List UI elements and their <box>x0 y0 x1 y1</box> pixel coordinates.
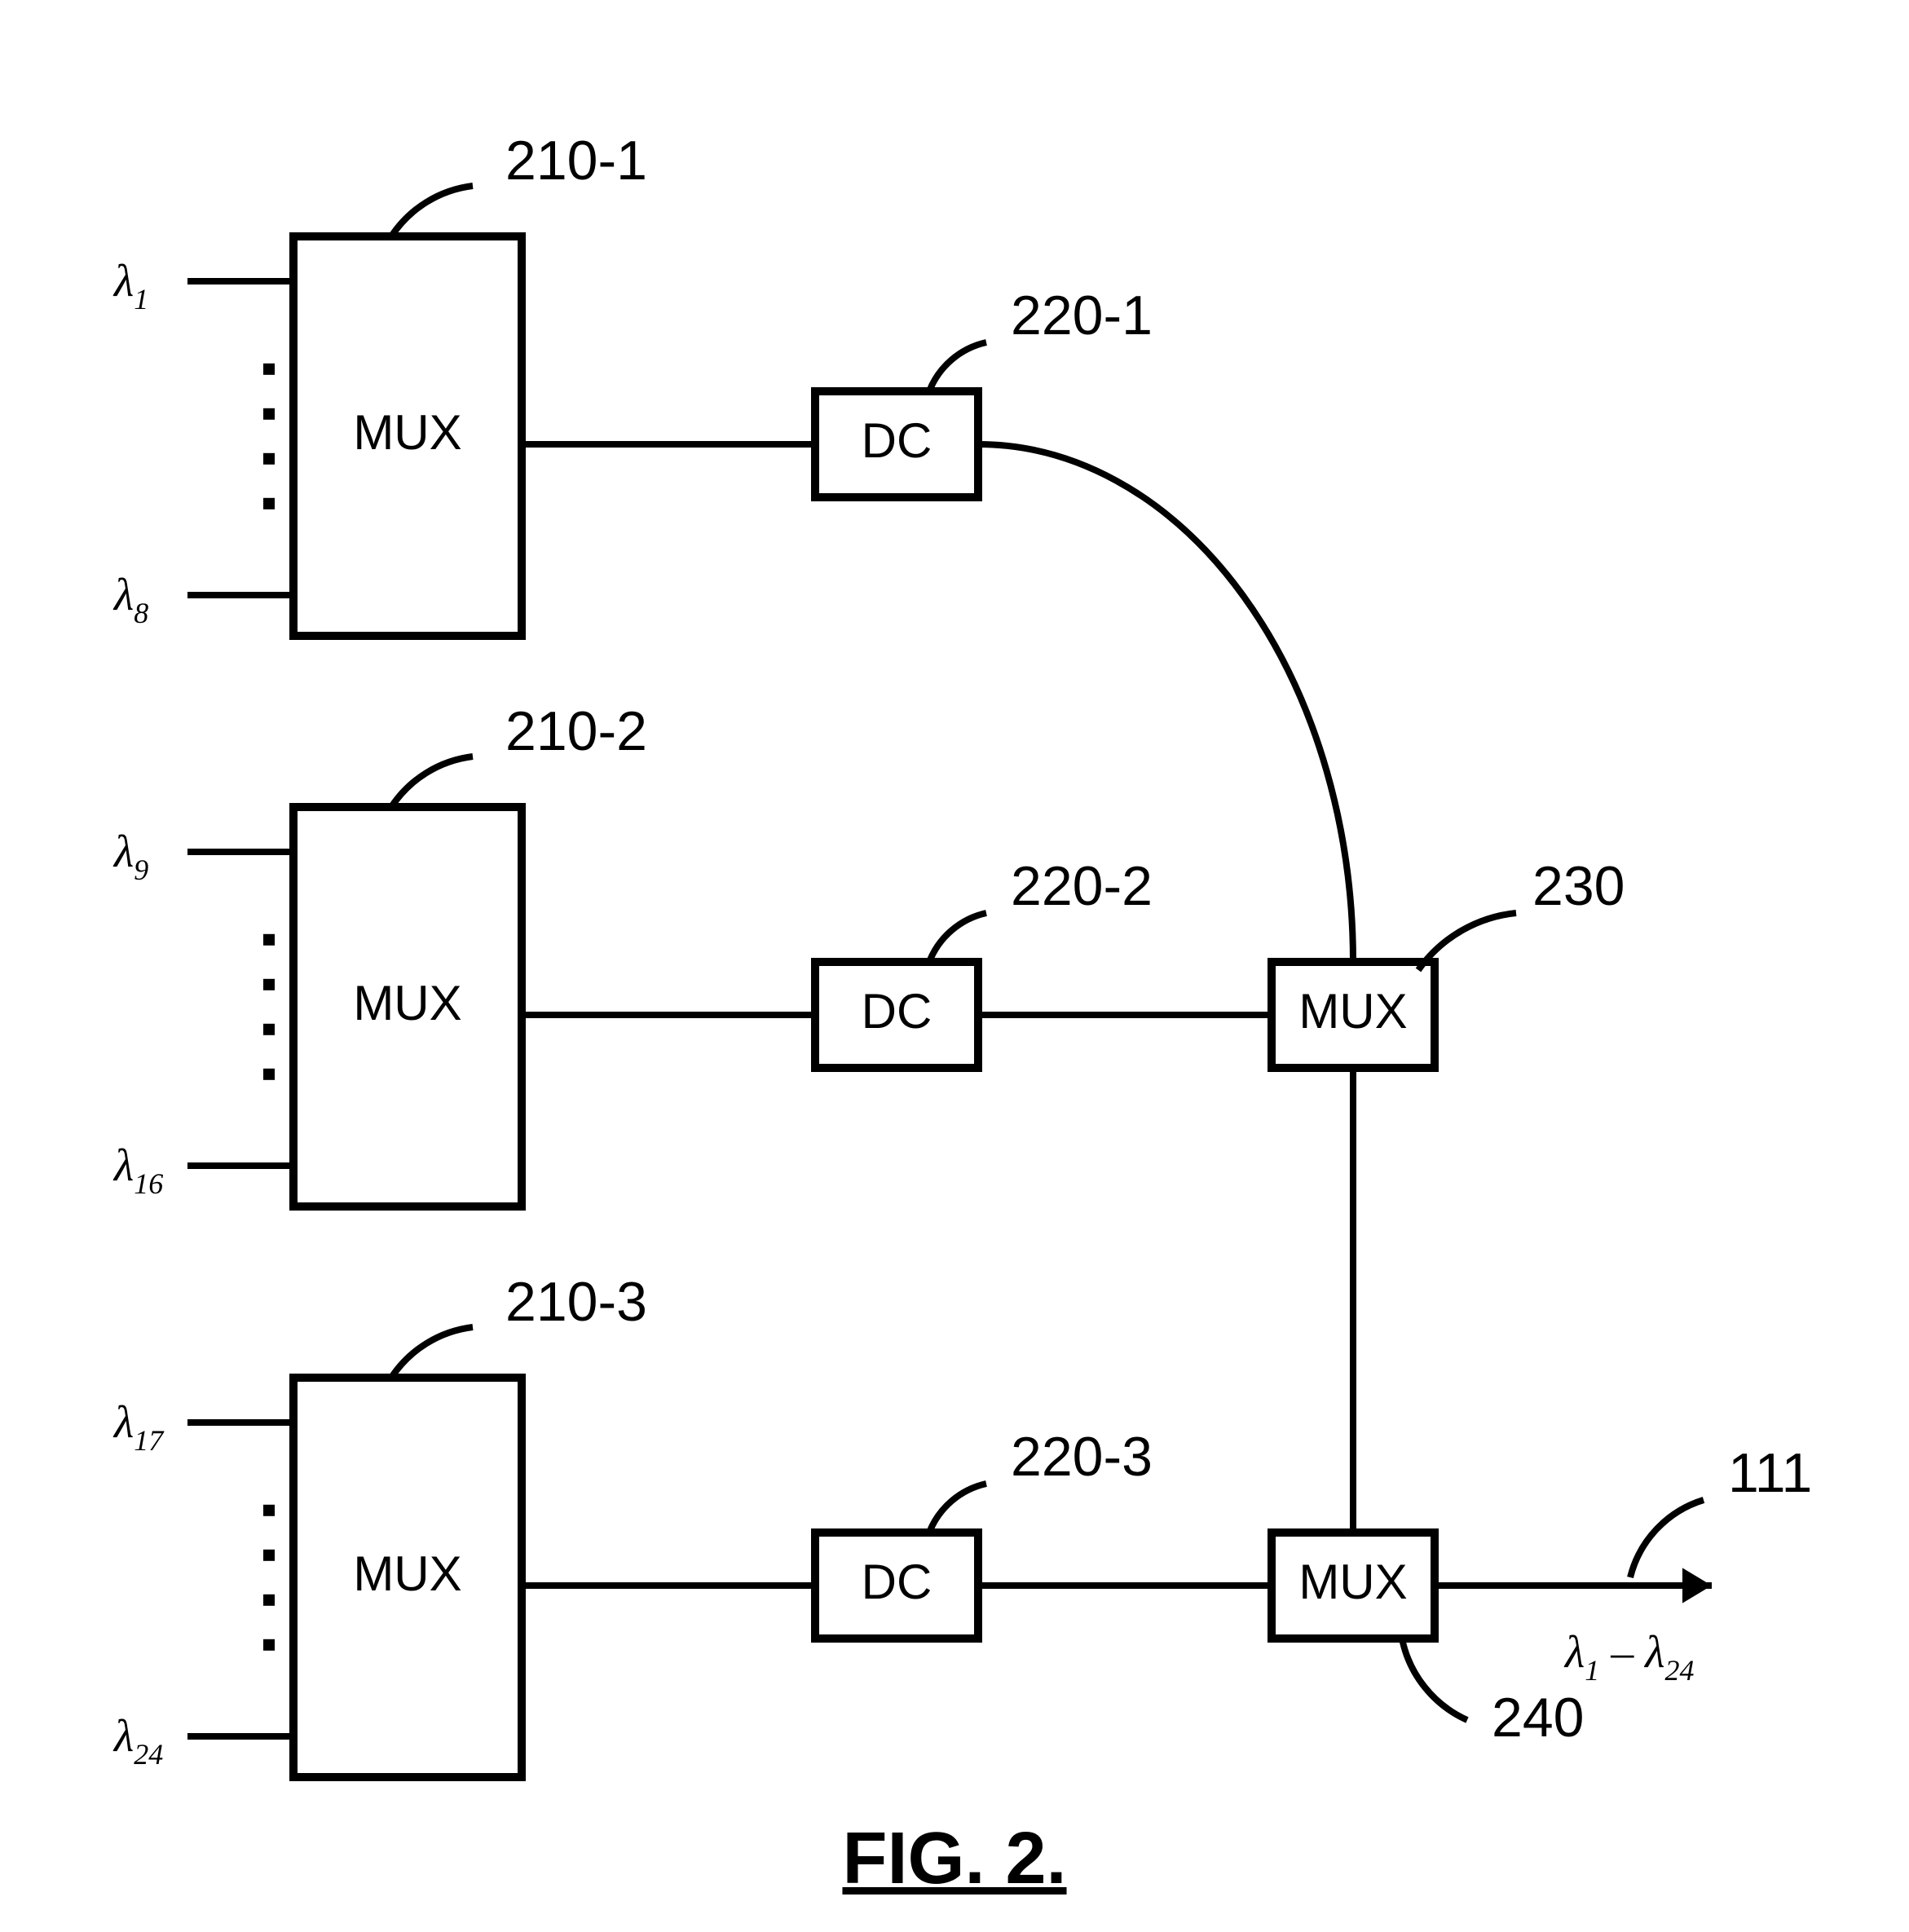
ellipsis-dot-2-0 <box>263 1505 275 1516</box>
block-mux230-label: MUX <box>1298 984 1407 1039</box>
leader-210-2 <box>391 756 473 807</box>
block-mux1-label: MUX <box>353 405 461 460</box>
ref-label-210-3: 210-3 <box>505 1271 647 1333</box>
ellipsis-dot-0-2 <box>263 453 275 465</box>
block-mux2-label: MUX <box>353 976 461 1030</box>
ellipsis-dot-1-1 <box>263 979 275 990</box>
ref-label-220-1: 220-1 <box>1011 285 1153 346</box>
block-dc3-label: DC <box>862 1555 932 1609</box>
lambda-label-mux1_top: λ1 <box>112 256 148 315</box>
ellipsis-dot-1-2 <box>263 1024 275 1035</box>
ref-label-210-2: 210-2 <box>505 700 647 762</box>
leader-210-3 <box>391 1327 473 1378</box>
ellipsis-dot-1-3 <box>263 1069 275 1080</box>
lambda-label-mux3_top: λ17 <box>112 1397 165 1457</box>
leader-220-3 <box>929 1484 986 1533</box>
ref-label-111: 111 <box>1728 1442 1812 1504</box>
leader-210-1 <box>391 186 473 236</box>
ellipsis-dot-0-1 <box>263 408 275 420</box>
lambda-label-mux2_top: λ9 <box>112 827 148 886</box>
leader-111 <box>1630 1500 1704 1577</box>
lambda-label-mux1_bot: λ8 <box>112 570 148 629</box>
leader-220-2 <box>929 913 986 962</box>
block-mux3-label: MUX <box>353 1546 461 1601</box>
ellipsis-dot-2-1 <box>263 1550 275 1561</box>
block-dc1-label: DC <box>862 413 932 468</box>
figure-title: FIG. 2. <box>842 1818 1066 1899</box>
ref-label-240: 240 <box>1492 1687 1584 1749</box>
block-dc2-label: DC <box>862 984 932 1039</box>
ref-label-220-2: 220-2 <box>1011 855 1153 917</box>
lambda-label-mux3_bot: λ24 <box>112 1711 163 1771</box>
leader-240 <box>1402 1639 1467 1720</box>
ellipsis-dot-0-0 <box>263 364 275 375</box>
lambda-label-mux2_bot: λ16 <box>112 1140 163 1200</box>
block-mux240-label: MUX <box>1298 1555 1407 1609</box>
ellipsis-dot-1-0 <box>263 934 275 946</box>
ellipsis-dot-2-3 <box>263 1639 275 1651</box>
output-arrowhead <box>1682 1568 1712 1603</box>
ellipsis-dot-0-3 <box>263 498 275 509</box>
ref-label-220-3: 220-3 <box>1011 1426 1153 1488</box>
leader-220-1 <box>929 342 986 391</box>
ref-label-230: 230 <box>1532 855 1625 917</box>
output-label: λ1 – λ24 <box>1563 1627 1695 1687</box>
ellipsis-dot-2-2 <box>263 1595 275 1606</box>
ref-label-210-1: 210-1 <box>505 130 647 192</box>
